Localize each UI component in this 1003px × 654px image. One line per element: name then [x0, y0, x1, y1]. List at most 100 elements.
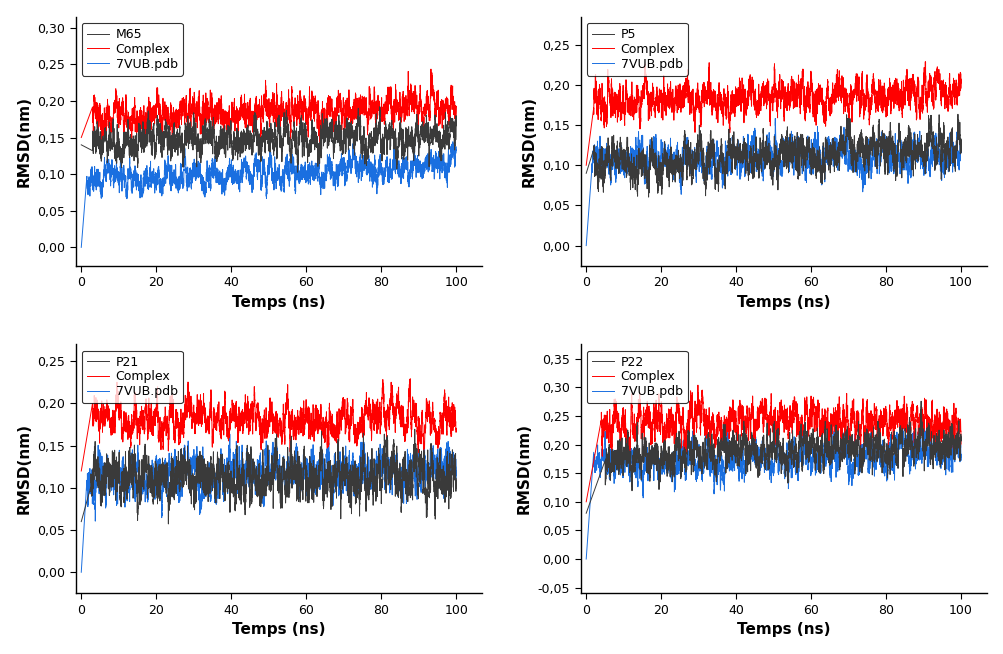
Y-axis label: RMSD(nm): RMSD(nm) [517, 423, 532, 514]
7VUB.pdb [422, 469, 434, 477]
7VUB.pdb [653, 155, 665, 163]
7VUB.pdb [768, 114, 780, 122]
7VUB.pdb [954, 148, 966, 156]
Complex [75, 133, 87, 141]
P21 [425, 444, 437, 452]
Complex [918, 409, 930, 417]
7VUB.pdb [449, 146, 461, 154]
Line: Complex: Complex [81, 69, 455, 144]
7VUB.pdb [413, 167, 425, 175]
M65 [422, 150, 434, 158]
P22 [653, 461, 665, 469]
P22 [918, 460, 930, 468]
M65 [75, 141, 87, 148]
P21 [408, 425, 420, 433]
Complex [653, 85, 665, 93]
7VUB.pdb [256, 167, 268, 175]
M65 [373, 103, 385, 111]
Complex [927, 87, 939, 95]
P21 [449, 481, 461, 489]
Complex [580, 498, 592, 506]
Complex [148, 413, 160, 421]
Complex [256, 417, 268, 424]
Complex [449, 103, 461, 111]
7VUB.pdb [918, 162, 930, 170]
7VUB.pdb [224, 430, 236, 438]
Complex [580, 162, 592, 169]
7VUB.pdb [930, 141, 942, 149]
P22 [954, 433, 966, 441]
Complex [839, 429, 851, 437]
Complex [954, 440, 966, 448]
P5 [642, 193, 654, 201]
Complex [839, 94, 851, 101]
P22 [927, 432, 939, 439]
P21 [422, 488, 434, 496]
Line: 7VUB.pdb: 7VUB.pdb [586, 422, 960, 559]
M65 [425, 126, 437, 134]
7VUB.pdb [422, 157, 434, 165]
Complex [314, 140, 326, 148]
Complex [148, 111, 160, 119]
Y-axis label: RMSD(nm): RMSD(nm) [17, 423, 32, 514]
M65 [413, 131, 425, 139]
Complex [760, 91, 772, 99]
7VUB.pdb [148, 482, 160, 490]
Complex [691, 381, 703, 389]
Line: P22: P22 [586, 401, 960, 513]
Complex [927, 424, 939, 432]
Complex [422, 110, 434, 118]
Complex [449, 426, 461, 434]
P5 [927, 148, 939, 156]
P22 [930, 430, 942, 438]
M65 [291, 168, 303, 176]
Complex [256, 112, 268, 120]
Line: P5: P5 [586, 114, 960, 197]
P21 [334, 483, 346, 490]
Complex [404, 375, 416, 383]
7VUB.pdb [839, 158, 851, 166]
Complex [75, 467, 87, 475]
Legend: M65, Complex, 7VUB.pdb: M65, Complex, 7VUB.pdb [82, 23, 183, 76]
7VUB.pdb [653, 457, 665, 465]
7VUB.pdb [256, 486, 268, 494]
P5 [653, 158, 665, 166]
7VUB.pdb [930, 453, 942, 460]
M65 [449, 122, 461, 129]
Legend: P22, Complex, 7VUB.pdb: P22, Complex, 7VUB.pdb [586, 351, 687, 404]
Legend: P21, Complex, 7VUB.pdb: P21, Complex, 7VUB.pdb [82, 351, 183, 404]
Complex [918, 77, 930, 84]
7VUB.pdb [580, 555, 592, 563]
Line: Complex: Complex [81, 379, 455, 471]
7VUB.pdb [760, 456, 772, 464]
Y-axis label: RMSD(nm): RMSD(nm) [522, 95, 536, 186]
7VUB.pdb [918, 421, 930, 429]
7VUB.pdb [954, 453, 966, 461]
Line: 7VUB.pdb: 7VUB.pdb [81, 142, 455, 247]
7VUB.pdb [334, 459, 346, 467]
Y-axis label: RMSD(nm): RMSD(nm) [17, 95, 32, 186]
Complex [954, 75, 966, 83]
X-axis label: Temps (ns): Temps (ns) [232, 295, 325, 309]
P21 [413, 467, 425, 475]
P5 [954, 135, 966, 143]
7VUB.pdb [425, 462, 437, 470]
P21 [148, 472, 160, 479]
Line: P21: P21 [81, 429, 455, 524]
Legend: P5, Complex, 7VUB.pdb: P5, Complex, 7VUB.pdb [586, 23, 687, 76]
7VUB.pdb [449, 475, 461, 483]
7VUB.pdb [446, 138, 458, 146]
7VUB.pdb [580, 242, 592, 250]
Complex [422, 403, 434, 411]
P21 [162, 520, 175, 528]
7VUB.pdb [413, 470, 425, 478]
7VUB.pdb [927, 446, 939, 454]
P22 [580, 509, 592, 517]
Complex [334, 103, 346, 111]
P21 [256, 475, 268, 483]
M65 [148, 155, 160, 163]
7VUB.pdb [839, 439, 851, 447]
Complex [424, 65, 436, 73]
7VUB.pdb [148, 186, 160, 194]
P22 [914, 397, 926, 405]
